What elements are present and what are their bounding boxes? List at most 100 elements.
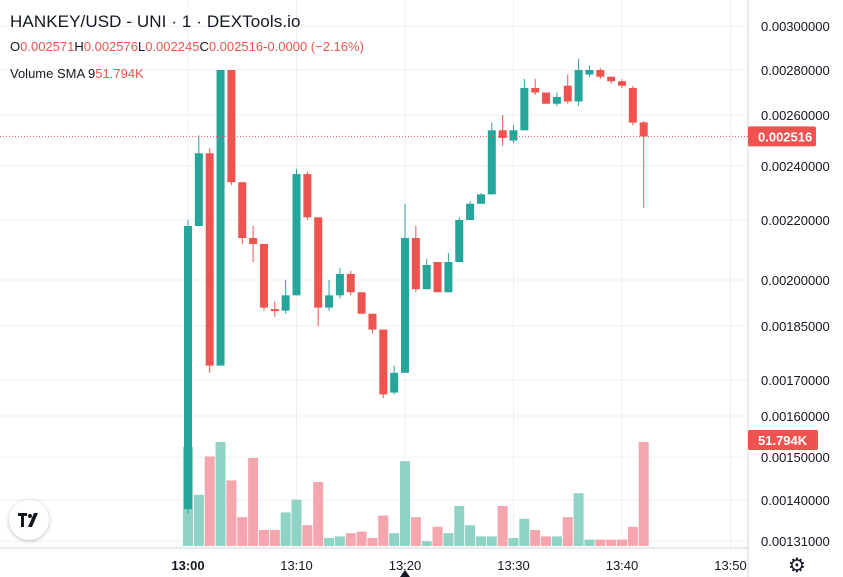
gear-icon[interactable]: ⚙ [788, 553, 806, 577]
candle-body [628, 88, 637, 123]
candle-body [379, 329, 388, 395]
volume-bar [432, 526, 443, 546]
change-value: -0.0000 (−2.16%) [263, 39, 364, 54]
high-value: 0.002576 [83, 39, 138, 54]
candle-body [433, 262, 442, 293]
volume-bar [443, 533, 454, 546]
y-tick-label: 0.00185000 [761, 319, 830, 334]
candle-body [357, 292, 366, 314]
volume-bar [573, 493, 584, 546]
volume-bar [638, 442, 649, 546]
candle-body [618, 81, 626, 86]
candle-body [314, 217, 323, 308]
volume-bar [519, 518, 530, 546]
high-label: H [74, 39, 84, 54]
candle-body [476, 194, 485, 204]
candle-body [281, 295, 290, 311]
candle-body [466, 203, 475, 220]
volume-bar [313, 482, 324, 546]
volume-bar [215, 442, 226, 546]
volume-bar [595, 539, 606, 546]
volume-bar [291, 499, 302, 546]
chart-title: HANKEY/USD - UNI · 1 · DEXTools.io [10, 12, 301, 32]
x-tick-label: 13:40 [606, 558, 639, 573]
volume-bar [389, 533, 400, 546]
y-tick-label: 0.00140000 [761, 493, 830, 508]
candle-body [205, 153, 214, 366]
y-tick-label: 0.00200000 [761, 273, 830, 288]
candle-body [390, 372, 399, 393]
candle-body [270, 309, 279, 312]
candle-body [303, 174, 312, 218]
close-value: 0.002516 [208, 39, 264, 54]
volume-bar [345, 533, 356, 546]
volume-bar [465, 525, 476, 546]
y-tick-label: 0.00220000 [761, 213, 830, 228]
candle-body [368, 313, 377, 330]
candle-body [411, 238, 420, 290]
candle-body [574, 70, 583, 102]
candle-body [552, 97, 561, 104]
last-price-label: 0.002516 [758, 129, 812, 144]
volume-bar [193, 494, 204, 546]
y-tick-label: 0.00150000 [761, 450, 830, 465]
candle-body [422, 265, 431, 290]
x-tick-label: 13:10 [280, 558, 313, 573]
candle-body [227, 70, 236, 183]
volume-bar [324, 538, 335, 546]
volume-bar [497, 506, 508, 546]
candle-body [444, 262, 453, 293]
volume-bar [302, 525, 313, 546]
volume-bar [226, 480, 237, 546]
candle-body [346, 274, 355, 293]
x-tick-label: 13:00 [171, 558, 204, 573]
volume-bar [541, 536, 552, 546]
volume-bar [530, 530, 541, 546]
y-tick-label: 0.00170000 [761, 373, 830, 388]
candle-body [487, 130, 496, 195]
candle-body [509, 130, 518, 141]
candle-body [184, 226, 192, 510]
candle-body [531, 88, 540, 93]
y-tick-label: 0.00131000 [761, 534, 830, 549]
volume-value: 51.794K [95, 66, 144, 81]
volume-bar [258, 530, 269, 546]
volume-bar [334, 536, 345, 546]
y-tick-label: 0.00300000 [761, 19, 830, 34]
open-value: 0.002571 [20, 39, 75, 54]
y-tick-label: 0.00260000 [761, 108, 830, 123]
volume-bar [410, 517, 421, 546]
candle-body [520, 88, 529, 131]
candle-body [401, 238, 409, 373]
low-value: 0.002245 [145, 39, 200, 54]
volume-label: Volume SMA 9 [10, 66, 96, 81]
candle-body [259, 244, 268, 308]
volume-bar [248, 458, 259, 546]
volume-bar [486, 536, 497, 546]
volume-bar [204, 456, 215, 546]
volume-bar [508, 538, 519, 546]
tradingview-logo-icon[interactable] [9, 500, 49, 540]
volume-bar [237, 517, 248, 546]
candle-body [639, 122, 648, 137]
volume-bar [269, 530, 280, 546]
y-tick-label: 0.00160000 [761, 409, 830, 424]
candle-body [607, 76, 616, 82]
candle-body [455, 220, 464, 262]
x-tick-label: 13:20 [389, 558, 422, 573]
volume-bar [562, 517, 573, 546]
volume-bar [280, 512, 291, 546]
volume-bar [400, 461, 410, 546]
y-tick-label: 0.00240000 [761, 159, 830, 174]
candle-body [542, 92, 551, 104]
volume-sma-label: 51.794K [758, 433, 808, 448]
low-label: L [137, 39, 146, 54]
last-price-tag [748, 126, 816, 147]
chart-title-text: HANKEY/USD - UNI · 1 · DEXTools.io [10, 12, 301, 31]
time-marker-icon [400, 570, 410, 577]
close-label: C [199, 39, 209, 54]
candle-body [498, 130, 507, 138]
volume-bar [356, 531, 367, 546]
candle-body [292, 174, 301, 296]
